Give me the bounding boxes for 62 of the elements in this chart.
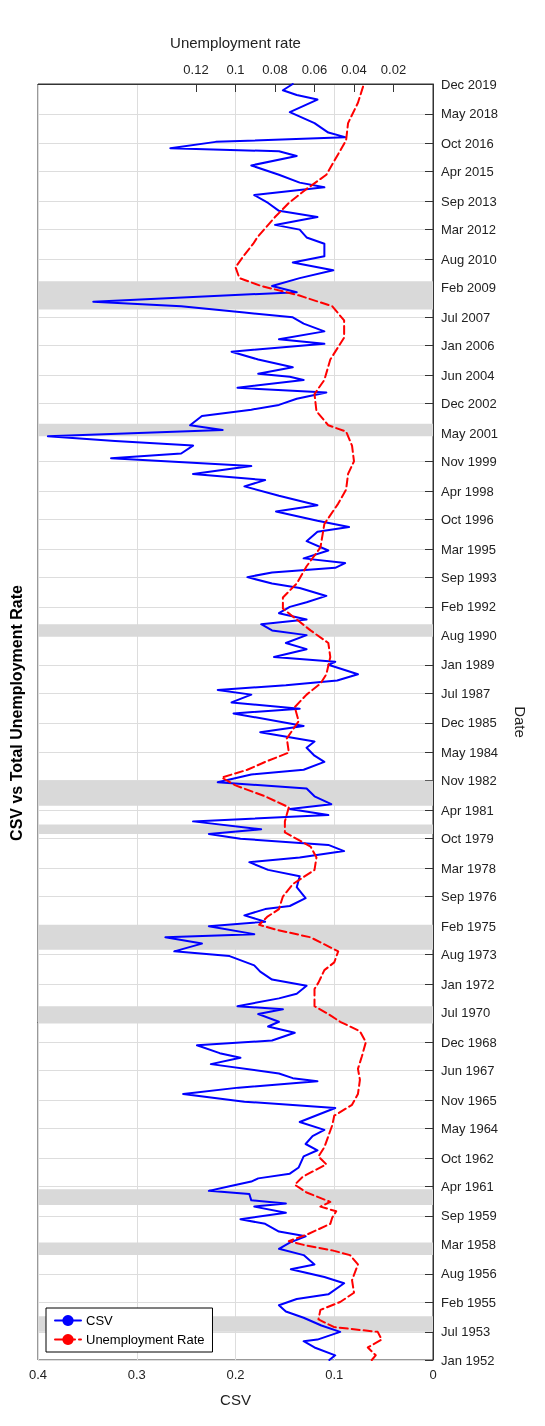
y-axis-title: Date — [512, 706, 529, 738]
y-tick-label: May 2001 — [441, 425, 499, 441]
x-tick-label: 0.1 — [325, 1367, 344, 1382]
x2-tick-label: 0.06 — [301, 62, 328, 77]
y-tick-label: May 1964 — [441, 1120, 499, 1136]
y-tick-label: Sep 2013 — [441, 193, 497, 209]
y-tick-label: Nov 1982 — [441, 773, 497, 789]
x-tick-label: 0.4 — [28, 1367, 48, 1382]
y-tick-label: Aug 1990 — [441, 627, 497, 643]
x2-axis-title: Unemployment rate — [170, 34, 301, 51]
y-tick-label: Feb 1992 — [441, 599, 496, 615]
y-tick-label: Dec 2002 — [441, 395, 497, 411]
y-tick-label: Feb 1975 — [441, 918, 496, 934]
y-tick-label: Jul 1970 — [441, 1004, 491, 1020]
y-tick-label: May 2018 — [441, 106, 499, 122]
y-tick-label: Oct 1962 — [441, 1150, 494, 1166]
x2-tick-label: 0.1 — [226, 62, 245, 77]
y-tick-label: Apr 2015 — [441, 164, 494, 180]
x2-tick-label: 0.04 — [341, 62, 367, 77]
y-tick-label: Oct 2016 — [441, 135, 494, 151]
y-tick-label: Mar 1958 — [441, 1236, 496, 1252]
y-tick-label: Dec 1968 — [441, 1034, 497, 1050]
y-tick-label: Jun 1967 — [441, 1062, 495, 1078]
y-tick-label: Sep 1976 — [441, 889, 497, 905]
y-tick-label: Jul 2007 — [441, 309, 491, 325]
y-tick-label: Oct 1979 — [441, 831, 494, 847]
y-tick-label: Jul 1953 — [441, 1324, 491, 1340]
y-tick-label: May 1984 — [441, 745, 499, 761]
y-tick-label: Feb 1955 — [441, 1294, 496, 1310]
y-tick-label: Apr 1981 — [441, 802, 494, 818]
y-tick-label: Aug 2010 — [441, 251, 497, 267]
y-tick-label: Aug 1973 — [441, 947, 497, 963]
y-tick-label: Feb 2009 — [441, 279, 496, 295]
y-tick-label: Mar 1995 — [441, 541, 496, 557]
x-tick-label: 0.3 — [127, 1367, 146, 1382]
y-tick-label: Nov 1999 — [441, 453, 497, 469]
y-tick-label: Jan 1952 — [441, 1352, 495, 1368]
y-tick-label: Sep 1959 — [441, 1208, 497, 1224]
y-tick-label: Jan 1989 — [441, 657, 495, 673]
y-tick-label: Dec 1985 — [441, 715, 497, 731]
y-tick-label: Apr 1998 — [441, 483, 494, 499]
legend-label: CSV — [86, 1313, 114, 1328]
y-tick-label: Sep 1993 — [441, 569, 497, 585]
y-tick-label: Dec 2019 — [441, 76, 497, 92]
x2-tick-label: 0.08 — [262, 62, 288, 77]
y-tick-label: Jan 2006 — [441, 337, 495, 353]
y-tick-label: Aug 1956 — [441, 1266, 497, 1282]
y-tick-label: Nov 1965 — [441, 1092, 497, 1108]
x2-tick-label: 0.12 — [183, 62, 209, 77]
y-tick-label: Jul 1987 — [441, 685, 491, 701]
x-axis-title: CSV — [220, 1391, 251, 1408]
y-tick-label: Jan 1972 — [441, 976, 495, 992]
legend-label: Unemployment Rate — [86, 1332, 205, 1347]
y-tick-label: Mar 1978 — [441, 860, 496, 876]
x-tick-label: 0.2 — [226, 1367, 245, 1382]
y-tick-label: Jun 2004 — [441, 367, 495, 383]
x-tick-label: 0 — [429, 1367, 437, 1382]
text: CSV vs Total Unemployment Rate — [7, 585, 25, 841]
x2-tick-label: 0.02 — [380, 62, 407, 77]
y-tick-label: Mar 2012 — [441, 222, 496, 238]
y-tick-label: Oct 1996 — [441, 511, 494, 527]
y-tick-label: Apr 1961 — [441, 1178, 494, 1194]
